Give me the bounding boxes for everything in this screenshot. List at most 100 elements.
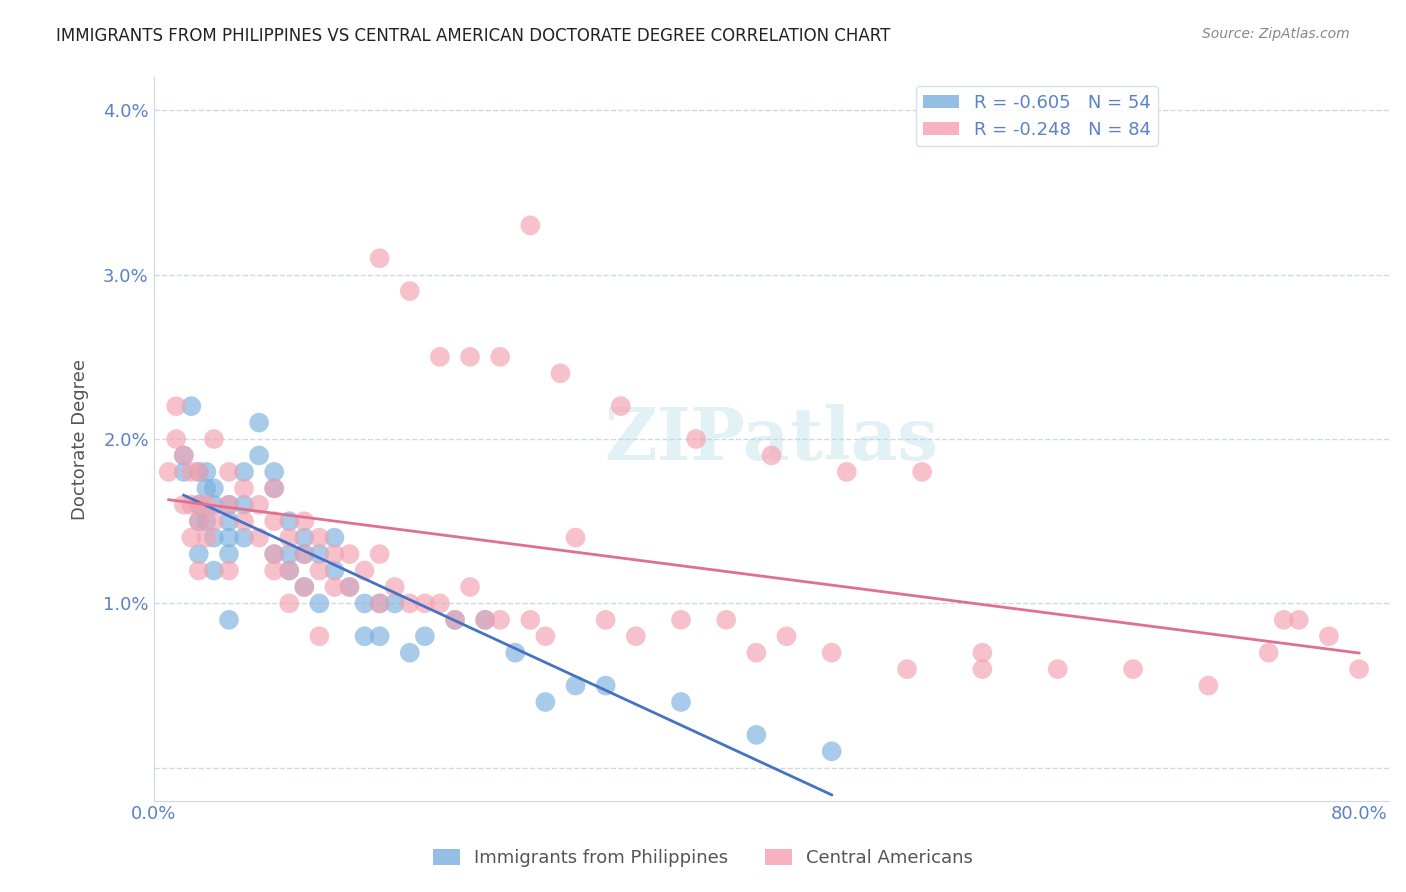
Point [247,498,270,512]
Point [564,531,586,545]
Point [368,252,391,266]
Point [195,498,218,512]
Point [413,629,436,643]
Point [263,547,285,561]
Point [474,613,496,627]
Point [564,679,586,693]
Point [745,646,768,660]
Point [233,481,256,495]
Point [247,531,270,545]
Point [195,514,218,528]
Point [444,613,467,627]
Point [896,662,918,676]
Point [761,449,783,463]
Point [368,547,391,561]
Point [308,531,330,545]
Point [218,547,240,561]
Point [218,613,240,627]
Point [353,596,375,610]
Point [444,613,467,627]
Point [775,629,797,643]
Point [218,564,240,578]
Point [278,514,301,528]
Point [218,498,240,512]
Point [1122,662,1144,676]
Point [292,514,315,528]
Point [202,514,225,528]
Point [278,564,301,578]
Point [233,498,256,512]
Point [398,646,420,660]
Point [821,646,844,660]
Point [195,465,218,479]
Point [195,531,218,545]
Point [339,580,361,594]
Point [218,531,240,545]
Point [1046,662,1069,676]
Legend: Immigrants from Philippines, Central Americans: Immigrants from Philippines, Central Ame… [426,841,980,874]
Point [429,350,451,364]
Point [187,498,209,512]
Point [308,596,330,610]
Point [308,547,330,561]
Point [173,498,195,512]
Point [173,465,195,479]
Point [716,613,738,627]
Point [278,564,301,578]
Point [218,514,240,528]
Point [323,564,346,578]
Point [972,646,994,660]
Point [202,498,225,512]
Point [1317,629,1340,643]
Point [474,613,496,627]
Point [458,350,481,364]
Point [187,514,209,528]
Point [263,481,285,495]
Point [1257,646,1279,660]
Point [278,531,301,545]
Point [263,564,285,578]
Point [165,399,187,413]
Point [233,465,256,479]
Point [202,564,225,578]
Point [624,629,647,643]
Point [157,465,180,479]
Point [534,695,557,709]
Point [398,284,420,298]
Point [595,679,617,693]
Point [263,547,285,561]
Point [292,531,315,545]
Point [263,481,285,495]
Point [384,580,406,594]
Point [1197,679,1219,693]
Point [503,646,526,660]
Point [429,596,451,610]
Point [353,564,375,578]
Point [187,564,209,578]
Point [292,580,315,594]
Point [308,629,330,643]
Text: Source: ZipAtlas.com: Source: ZipAtlas.com [1202,27,1350,41]
Point [202,481,225,495]
Point [247,449,270,463]
Point [247,416,270,430]
Point [233,514,256,528]
Point [398,596,420,610]
Point [292,547,315,561]
Point [685,432,707,446]
Point [519,613,541,627]
Point [1272,613,1295,627]
Point [187,498,209,512]
Point [368,596,391,610]
Point [368,596,391,610]
Point [292,547,315,561]
Point [218,498,240,512]
Point [187,514,209,528]
Point [595,613,617,627]
Text: IMMIGRANTS FROM PHILIPPINES VS CENTRAL AMERICAN DOCTORATE DEGREE CORRELATION CHA: IMMIGRANTS FROM PHILIPPINES VS CENTRAL A… [56,27,890,45]
Point [489,613,512,627]
Point [458,580,481,594]
Point [173,449,195,463]
Point [165,432,187,446]
Point [384,596,406,610]
